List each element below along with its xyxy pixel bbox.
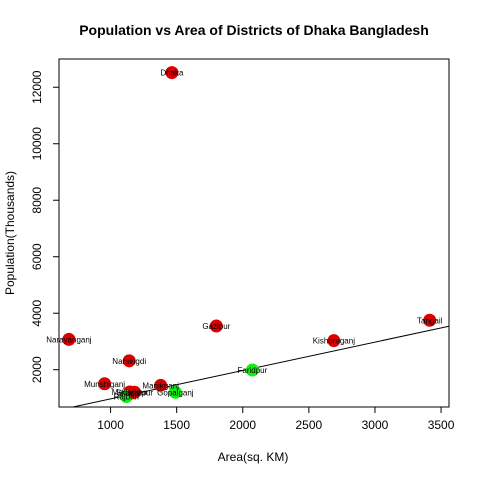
point-label: Kishoreganj xyxy=(313,337,355,346)
data-point xyxy=(128,385,142,399)
point-label: Dhaka xyxy=(160,69,184,78)
x-tick-label: 1000 xyxy=(97,418,124,432)
point-label: Rajbari xyxy=(114,393,140,402)
point-label: Manikganj xyxy=(142,381,179,390)
x-tick-label: 2000 xyxy=(229,418,256,432)
data-point xyxy=(423,313,437,327)
data-point xyxy=(154,378,168,392)
data-point xyxy=(62,332,76,346)
y-tick-label: 4000 xyxy=(30,300,44,327)
data-point xyxy=(209,319,223,333)
x-tick-label: 3500 xyxy=(428,418,455,432)
data-points xyxy=(62,66,437,404)
y-tick-label: 6000 xyxy=(30,243,44,270)
x-tick-label: 1500 xyxy=(163,418,190,432)
data-point xyxy=(327,334,341,348)
x-tick-label: 3000 xyxy=(362,418,389,432)
point-label: Tangail xyxy=(417,316,443,325)
point-label: Gopalganj xyxy=(157,388,194,397)
point-label: Madaripur xyxy=(112,388,148,397)
point-label: Narsingdi xyxy=(112,357,146,366)
point-label: Munshiganj xyxy=(84,380,125,389)
y-axis: 2000 4000 6000 8000 10000 12000 xyxy=(30,70,60,383)
chart-title: Population vs Area of Districts of Dhaka… xyxy=(79,22,429,38)
point-label: Faridpur xyxy=(238,366,268,375)
data-point xyxy=(168,385,182,399)
data-point xyxy=(122,354,136,368)
y-tick-label: 8000 xyxy=(30,187,44,214)
x-tick-label: 2500 xyxy=(296,418,323,432)
y-tick-label: 10000 xyxy=(30,127,44,161)
x-axis-label: Area(sq. KM) xyxy=(218,450,289,464)
data-point xyxy=(98,377,112,391)
plot-frame xyxy=(58,58,450,408)
data-point xyxy=(165,66,179,80)
data-point xyxy=(245,363,259,377)
y-tick-label: 2000 xyxy=(30,356,44,383)
point-labels: Dhaka Gazipur Narayanganj Tangail Kishoregan… xyxy=(46,69,442,402)
point-label: Shariatpur xyxy=(116,388,153,397)
y-tick-label: 12000 xyxy=(30,70,44,104)
point-label: Gazipur xyxy=(202,322,230,331)
point-label: Narayanganj xyxy=(46,335,92,344)
y-axis-label: Population(Thousands) xyxy=(3,171,17,295)
x-axis: 1000 1500 2000 2500 3000 3500 xyxy=(97,406,455,432)
